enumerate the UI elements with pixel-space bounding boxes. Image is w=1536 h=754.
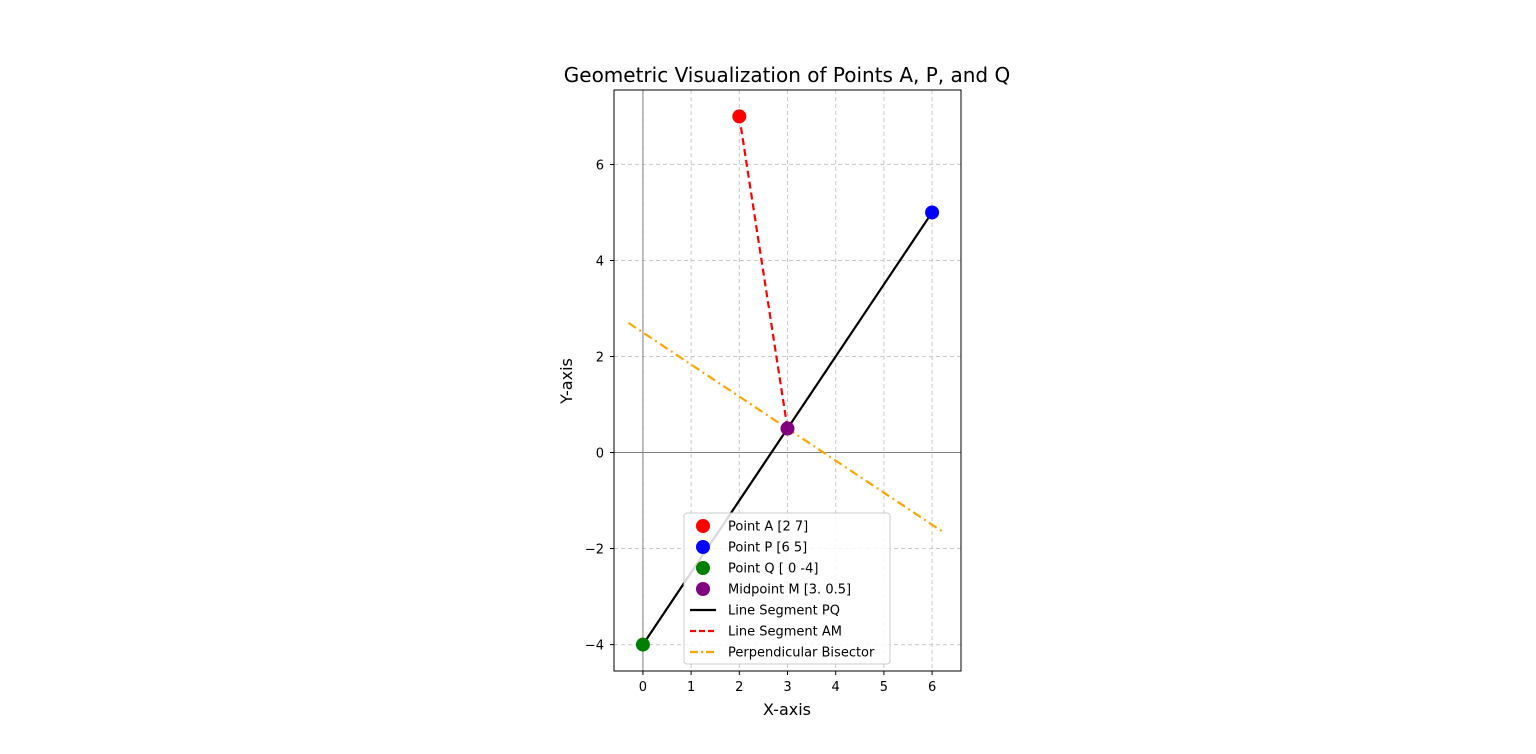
legend: Point A [2 7] Point P [6 5] Point Q [ 0 -4… bbox=[683, 512, 891, 665]
legend-label: Point P [6 5] bbox=[728, 541, 807, 556]
legend-box bbox=[683, 512, 891, 665]
x-axis-label: X-axis bbox=[763, 700, 811, 719]
x-tick-label: 3 bbox=[783, 680, 791, 695]
series-points bbox=[635, 109, 940, 652]
y-tick-label: 2 bbox=[596, 350, 604, 365]
y-tick-label: −2 bbox=[585, 543, 604, 558]
series-line bbox=[738, 116, 789, 429]
legend-label: Perpendicular Bisector bbox=[728, 646, 875, 661]
y-tick-label: 0 bbox=[596, 447, 604, 462]
series-line bbox=[627, 321, 945, 534]
axis-ticks: 0 1 2 3 4 5 6 −4 −2 0 2 4 6 bbox=[585, 158, 936, 695]
y-axis-label: Y-axis bbox=[557, 358, 576, 405]
legend-label: Point A [2 7] bbox=[728, 520, 808, 535]
y-tick-label: −4 bbox=[585, 639, 604, 654]
legend-label: Line Segment PQ bbox=[728, 604, 840, 619]
legend-marker bbox=[696, 582, 710, 596]
y-tick-label: 6 bbox=[596, 158, 604, 173]
legend-marker bbox=[696, 561, 710, 575]
data-point bbox=[732, 109, 747, 124]
legend-marker bbox=[696, 540, 710, 554]
data-point bbox=[780, 421, 795, 436]
legend-label: Line Segment AM bbox=[728, 625, 842, 640]
reference-lines bbox=[614, 90, 961, 671]
chart-title: Geometric Visualization of Points A, P, … bbox=[564, 63, 1010, 87]
data-point bbox=[925, 205, 940, 220]
data-point bbox=[635, 637, 650, 652]
legend-label: Midpoint M [3. 0.5] bbox=[728, 583, 851, 598]
x-tick-label: 2 bbox=[735, 680, 743, 695]
x-tick-label: 4 bbox=[832, 680, 840, 695]
x-tick-label: 5 bbox=[880, 680, 888, 695]
y-tick-label: 4 bbox=[596, 254, 604, 269]
x-tick-label: 0 bbox=[639, 680, 647, 695]
legend-marker bbox=[696, 519, 710, 533]
x-tick-label: 6 bbox=[928, 680, 936, 695]
x-tick-label: 1 bbox=[687, 680, 695, 695]
legend-label: Point Q [ 0 -4] bbox=[728, 562, 818, 577]
